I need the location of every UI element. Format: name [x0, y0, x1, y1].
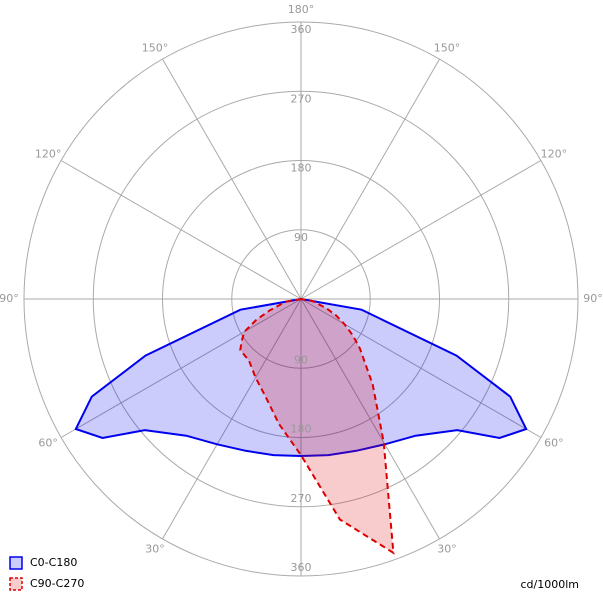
legend-label: C0-C180: [30, 556, 77, 569]
spoke: [300, 58, 440, 300]
spoke: [162, 298, 302, 540]
spoke: [300, 298, 542, 438]
spoke: [300, 298, 440, 540]
legend-label: C90-C270: [30, 577, 84, 590]
angle-label: 90°: [583, 292, 603, 305]
angle-label: 30°: [145, 542, 165, 555]
r-tick-label: 360: [291, 561, 312, 574]
r-tick-label: 270: [291, 492, 312, 505]
angle-label: 30°: [437, 542, 457, 555]
spoke: [300, 160, 542, 300]
r-tick-label: 90: [294, 353, 308, 366]
angle-label: 180°: [288, 3, 315, 16]
angle-label: 150°: [434, 42, 461, 55]
angle-label: 90°: [0, 292, 19, 305]
r-tick-label: 180: [291, 423, 312, 436]
r-tick-label: 360: [291, 23, 312, 36]
legend-swatch: [9, 577, 23, 591]
angle-label: 120°: [541, 148, 568, 161]
series-area: [74, 297, 528, 458]
unit-label: cd/1000lm: [520, 578, 579, 591]
angle-label: 150°: [142, 42, 169, 55]
r-tick-label: 180: [291, 162, 312, 175]
spoke: [162, 58, 302, 300]
spoke: [60, 298, 302, 438]
legend-swatch: [9, 556, 23, 570]
r-tick-label: 90: [294, 231, 308, 244]
series-area: [239, 297, 395, 555]
angle-label: 60°: [544, 437, 564, 450]
angle-label: 120°: [35, 148, 62, 161]
angle-label: 60°: [38, 437, 58, 450]
r-tick-label: 270: [291, 92, 312, 105]
spoke: [60, 160, 302, 300]
